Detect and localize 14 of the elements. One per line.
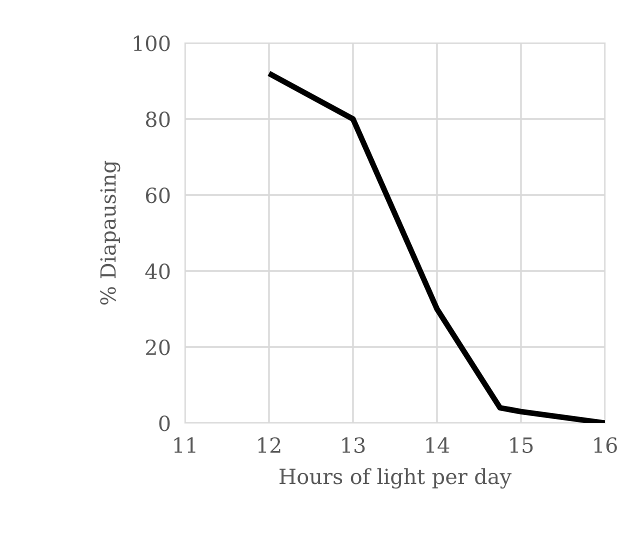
- y-tick-label: 20: [146, 339, 170, 356]
- x-axis-title: Hours of light per day: [280, 468, 512, 489]
- x-tick-label: 15: [510, 437, 533, 454]
- y-tick-label: 60: [146, 187, 170, 204]
- y-axis-title: % Diapausing: [100, 160, 120, 305]
- x-tick-label: 12: [258, 437, 280, 453]
- y-tick-label: 80: [146, 111, 170, 128]
- x-tick-label: 14: [426, 437, 450, 453]
- y-tick-label: 40: [145, 263, 170, 280]
- y-tick-label: 100: [134, 35, 170, 52]
- y-tick-label: 0: [159, 415, 170, 432]
- x-tick-label: 11: [174, 437, 196, 453]
- x-tick-label: 13: [342, 437, 365, 454]
- x-tick-label: 16: [594, 437, 617, 454]
